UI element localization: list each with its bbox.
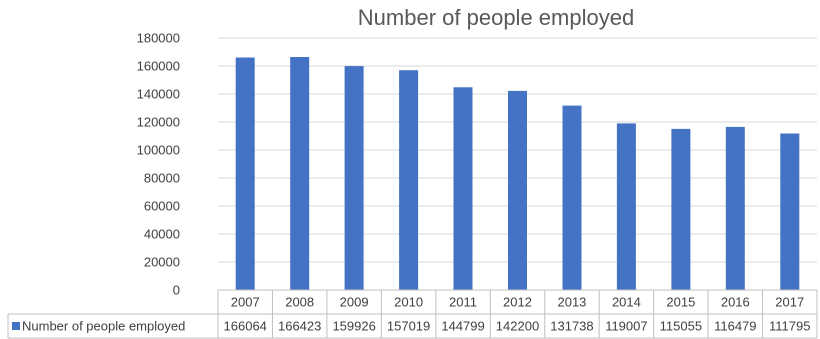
x-tick-label-2016: 2016 [721, 295, 750, 310]
y-tick-label-140000: 140000 [137, 87, 180, 102]
data-label-2009: 159926 [332, 319, 375, 334]
data-label-2013: 131738 [550, 319, 593, 334]
y-tick-label-120000: 120000 [137, 115, 180, 130]
data-label-2012: 142200 [496, 319, 539, 334]
y-tick-label-180000: 180000 [137, 31, 180, 46]
bar-2015 [671, 128, 691, 290]
x-tick-label-2011: 2011 [449, 295, 477, 310]
data-label-2017: 111795 [769, 319, 810, 334]
bar-2012 [508, 90, 527, 291]
bar-2014 [616, 123, 636, 291]
x-tick-label-2013: 2013 [557, 295, 586, 310]
y-tick-label-20000: 20000 [144, 255, 180, 270]
y-tick-label-0: 0 [173, 283, 180, 298]
bar-2016 [725, 126, 745, 291]
y-axis-tick-labels: 0 20000 40000 60000 80000 100000 120000 140000 1… [137, 31, 180, 298]
y-tick-label-80000: 80000 [144, 171, 180, 186]
x-tick-label-2017: 2017 [775, 295, 804, 310]
bar-2007 [235, 57, 255, 290]
x-tick-label-2007: 2007 [231, 295, 260, 310]
x-tick-label-2008: 2008 [285, 295, 314, 310]
y-tick-label-100000: 100000 [137, 143, 180, 158]
bar-2017 [780, 133, 800, 290]
data-label-2014: 119007 [605, 319, 647, 334]
data-label-2010: 157019 [387, 319, 430, 334]
data-label-2015: 115055 [660, 319, 702, 334]
bar-2009 [344, 66, 364, 290]
bar-2011 [453, 87, 473, 290]
data-label-2016: 116479 [714, 319, 756, 334]
y-tick-label-40000: 40000 [144, 227, 180, 242]
x-tick-label-2009: 2009 [340, 295, 369, 310]
chart-title: Number of people employed [358, 5, 634, 30]
bar-2008 [290, 57, 310, 290]
data-label-2008: 166423 [278, 319, 321, 334]
x-tick-label-2010: 2010 [394, 295, 423, 310]
x-tick-label-2012: 2012 [503, 295, 532, 310]
bar-2010 [399, 70, 419, 290]
legend-swatch [12, 322, 20, 330]
data-label-2011: 144799 [441, 319, 484, 334]
data-table: 2007 2008 2009 2010 2011 2012 2013 2014 2015 2016… [7, 289, 818, 339]
x-tick-label-2014: 2014 [612, 295, 641, 310]
legend-label: Number of people employed [22, 319, 185, 334]
y-tick-label-60000: 60000 [144, 199, 180, 214]
bars [235, 57, 800, 291]
data-label-2007: 166064 [224, 319, 267, 334]
y-tick-label-160000: 160000 [137, 59, 180, 74]
x-tick-label-2015: 2015 [666, 295, 695, 310]
bar-2013 [562, 105, 582, 290]
